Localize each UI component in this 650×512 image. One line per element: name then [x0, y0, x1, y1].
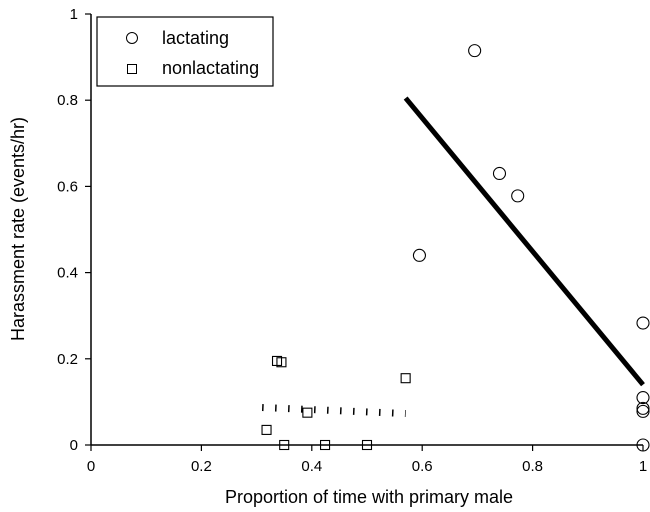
- fit-lines: [261, 96, 645, 418]
- nonlactating-point: [276, 357, 287, 368]
- x-tick-label: 1: [639, 458, 647, 475]
- nonlactating-point: [319, 439, 331, 451]
- legend-label-nonlactating: nonlactating: [162, 58, 259, 78]
- nonlactating-point: [279, 439, 290, 451]
- y-tick-label: 0.6: [57, 178, 78, 195]
- nonlactating-point: [302, 407, 313, 418]
- legend-label-lactating: lactating: [162, 28, 229, 48]
- x-axis-title: Proportion of time with primary male: [225, 487, 513, 507]
- legend-circle-marker: [126, 32, 138, 44]
- lactating-point: [636, 391, 650, 405]
- lactating-point: [468, 44, 482, 58]
- lactating-point: [636, 316, 650, 330]
- nonlactating-trend-line: [261, 404, 406, 418]
- y-axis-title: Harassment rate (events/hr): [8, 117, 28, 341]
- legend-square-marker: [127, 64, 137, 74]
- y-tick-label: 0.8: [57, 92, 78, 109]
- nonlactating-point: [361, 439, 373, 451]
- lactating-point: [492, 166, 507, 181]
- nonlactating-point: [400, 373, 411, 384]
- y-tick-label: 0: [70, 437, 78, 454]
- lactating-point: [412, 248, 426, 262]
- x-tick-label: 0.2: [191, 458, 212, 475]
- y-tick-label: 1: [70, 6, 78, 23]
- lactating-trend-line: [403, 96, 645, 387]
- lactating-point: [636, 404, 650, 418]
- legend: lactating nonlactating: [96, 16, 274, 87]
- lactating-point: [636, 401, 650, 415]
- y-tick-label: 0.2: [57, 351, 78, 368]
- plot-frame: [90, 14, 643, 446]
- legend-box: [96, 16, 274, 87]
- lactating-point: [636, 438, 650, 452]
- y-axis-ticks: 0 0.2 0.4 0.6 0.8 1: [57, 6, 91, 454]
- data-points: [261, 44, 650, 452]
- x-axis-ticks: 0 0.2 0.4 0.6 0.8 1: [87, 445, 647, 475]
- x-tick-label: 0.8: [522, 458, 543, 475]
- nonlactating-point: [261, 424, 272, 435]
- x-tick-label: 0.4: [301, 458, 322, 475]
- lactating-point: [511, 189, 525, 203]
- x-tick-label: 0: [87, 458, 95, 475]
- x-tick-label: 0.6: [412, 458, 433, 475]
- y-tick-label: 0.4: [57, 265, 78, 282]
